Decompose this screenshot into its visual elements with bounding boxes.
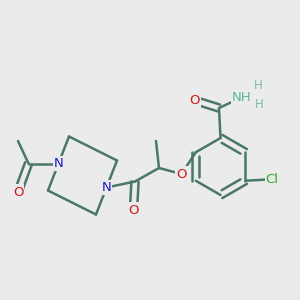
Text: N: N [102,181,111,194]
Text: O: O [190,94,200,107]
Text: O: O [13,185,23,199]
Text: N: N [54,157,63,170]
Text: H: H [255,98,264,112]
Text: NH: NH [232,91,251,104]
Text: Cl: Cl [266,173,279,186]
Text: O: O [176,167,187,181]
Text: O: O [128,203,139,217]
Text: H: H [254,79,262,92]
